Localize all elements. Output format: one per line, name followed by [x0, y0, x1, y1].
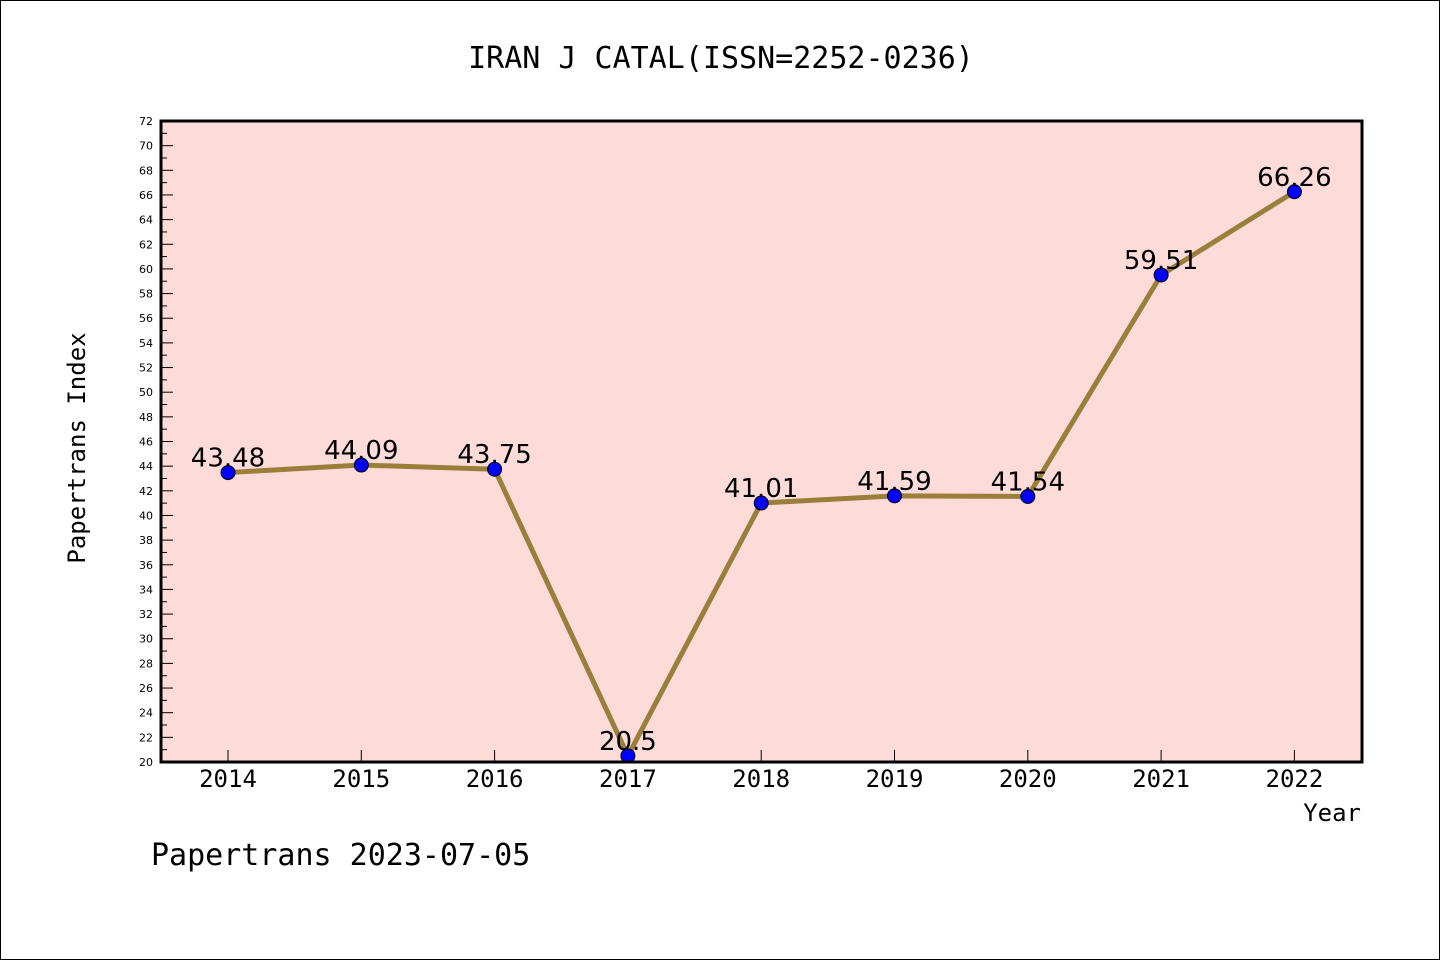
y-tick-label: 28: [139, 657, 153, 670]
data-point: [1020, 488, 1036, 504]
y-tick-label: 38: [139, 534, 153, 547]
y-tick-label: 62: [139, 238, 153, 251]
plot-frame: [159, 119, 1364, 764]
y-tick-label: 54: [139, 337, 153, 350]
data-point: [1153, 267, 1169, 283]
y-tick-label: 34: [139, 583, 153, 596]
data-label: 59.51: [1124, 246, 1198, 276]
y-tick-label: 58: [139, 288, 153, 301]
x-tick-label: 2016: [466, 765, 524, 793]
x-tick-label: 2019: [866, 765, 924, 793]
data-point: [753, 495, 769, 511]
data-label: 41.01: [724, 474, 798, 504]
y-tick-label: 24: [139, 707, 153, 720]
y-tick-label: 32: [139, 608, 153, 621]
plot-area: [161, 121, 1362, 762]
y-tick-label: 40: [139, 509, 153, 522]
x-tick-label: 2015: [332, 765, 390, 793]
y-tick-label: 30: [139, 633, 153, 646]
data-label: 44.09: [324, 436, 398, 466]
x-tick-label: 2017: [599, 765, 657, 793]
data-label: 43.75: [457, 440, 531, 470]
data-point: [887, 488, 902, 504]
y-tick-label: 66: [139, 189, 153, 202]
data-label: 41.54: [991, 467, 1065, 497]
x-tick-label: 2018: [732, 765, 790, 793]
data-label: 43.48: [191, 444, 265, 474]
y-tick-label: 70: [139, 140, 153, 153]
data-label: 41.59: [857, 467, 931, 497]
y-tick-label: 52: [139, 362, 153, 375]
y-tick-label: 44: [139, 460, 153, 473]
data-point: [353, 457, 369, 473]
y-axis-ticks: 20 22 24 26 28 30 32 34 36 38 40 42 44 46 48 50 52 54 56 58…: [139, 115, 173, 769]
y-tick-label: 22: [139, 731, 153, 744]
x-tick-label: 2022: [1266, 765, 1324, 793]
y-tick-label: 68: [139, 164, 153, 177]
series-markers: [220, 184, 1302, 764]
x-axis-label: Year: [1303, 799, 1361, 827]
data-labels: 43.48 44.09 43.75 20.5 41.01 41.59 41.54 59.51 6…: [191, 163, 1332, 757]
chart-title: IRAN J CATAL(ISSN=2252-0236): [468, 41, 974, 76]
y-tick-label: 60: [139, 263, 153, 276]
x-axis-ticks: 2014 2015 2016 2017 2018 2019 2020 2021 2022: [199, 750, 1323, 793]
x-tick-label: 2021: [1132, 765, 1190, 793]
y-tick-label: 72: [139, 115, 153, 128]
y-tick-label: 50: [139, 386, 153, 399]
y-tick-label: 42: [139, 485, 153, 498]
y-tick-label: 56: [139, 312, 153, 325]
data-label: 20.5: [599, 727, 657, 757]
x-tick-label: 2020: [999, 765, 1057, 793]
data-point: [1286, 184, 1302, 200]
data-point: [220, 465, 236, 481]
y-tick-label: 26: [139, 682, 153, 695]
y-tick-label: 46: [139, 436, 153, 449]
data-label: 66.26: [1257, 163, 1331, 193]
x-tick-label: 2014: [199, 765, 257, 793]
y-tick-label: 64: [139, 214, 153, 227]
y-tick-label: 48: [139, 411, 153, 424]
data-point: [487, 461, 503, 477]
y-tick-label: 20: [139, 756, 153, 769]
footer-text: Papertrans 2023-07-05: [151, 838, 530, 873]
y-axis-label: Papertrans Index: [63, 332, 91, 563]
y-tick-label: 36: [139, 559, 153, 572]
